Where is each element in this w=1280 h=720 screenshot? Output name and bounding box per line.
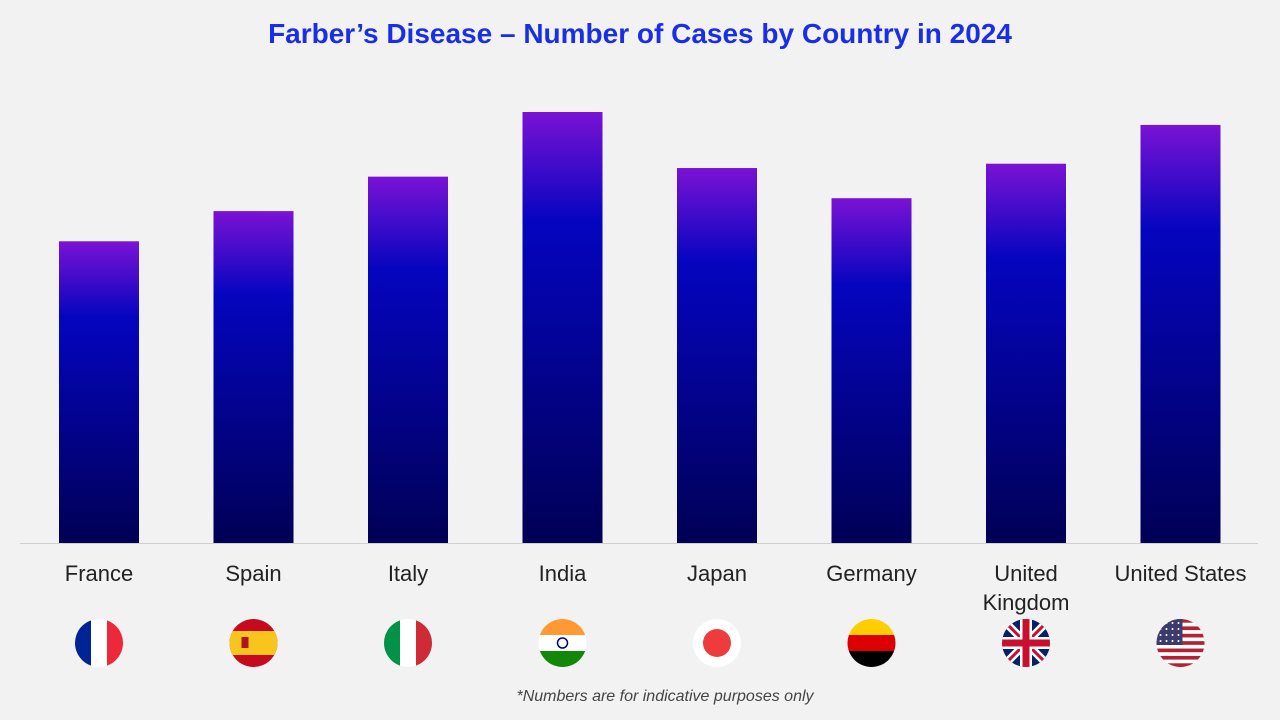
uk-flag-icon [1002, 619, 1050, 667]
x-tick-label: Spain [225, 561, 281, 586]
spain-flag-icon [229, 619, 278, 667]
x-tick-label: Japan [687, 561, 747, 586]
germany-flag-icon [847, 619, 896, 667]
x-tick-label: United States [1114, 561, 1246, 586]
chart-title: Farber’s Disease – Number of Cases by Co… [268, 18, 1012, 49]
bar-spain [213, 211, 294, 543]
bar-united-kingdom [986, 163, 1066, 543]
bar-france [59, 241, 139, 544]
x-tick-label: India [539, 561, 587, 586]
x-tick-label: France [65, 561, 133, 586]
x-tick-label: Germany [826, 561, 916, 586]
japan-flag-icon [693, 619, 741, 667]
x-tick-label: United Kingdom [983, 561, 1070, 615]
france-flag-icon [75, 619, 123, 667]
bar-germany [831, 198, 912, 543]
india-flag-icon [538, 619, 587, 667]
x-tick-label: Italy [388, 561, 428, 586]
bar-japan [677, 168, 757, 543]
italy-flag-icon [384, 619, 432, 667]
bar-italy [368, 176, 448, 543]
us-flag-icon [1156, 619, 1205, 667]
bar-india [522, 112, 603, 543]
footnote: *Numbers are for indicative purposes onl… [516, 688, 814, 705]
bar-united-states [1140, 124, 1221, 544]
